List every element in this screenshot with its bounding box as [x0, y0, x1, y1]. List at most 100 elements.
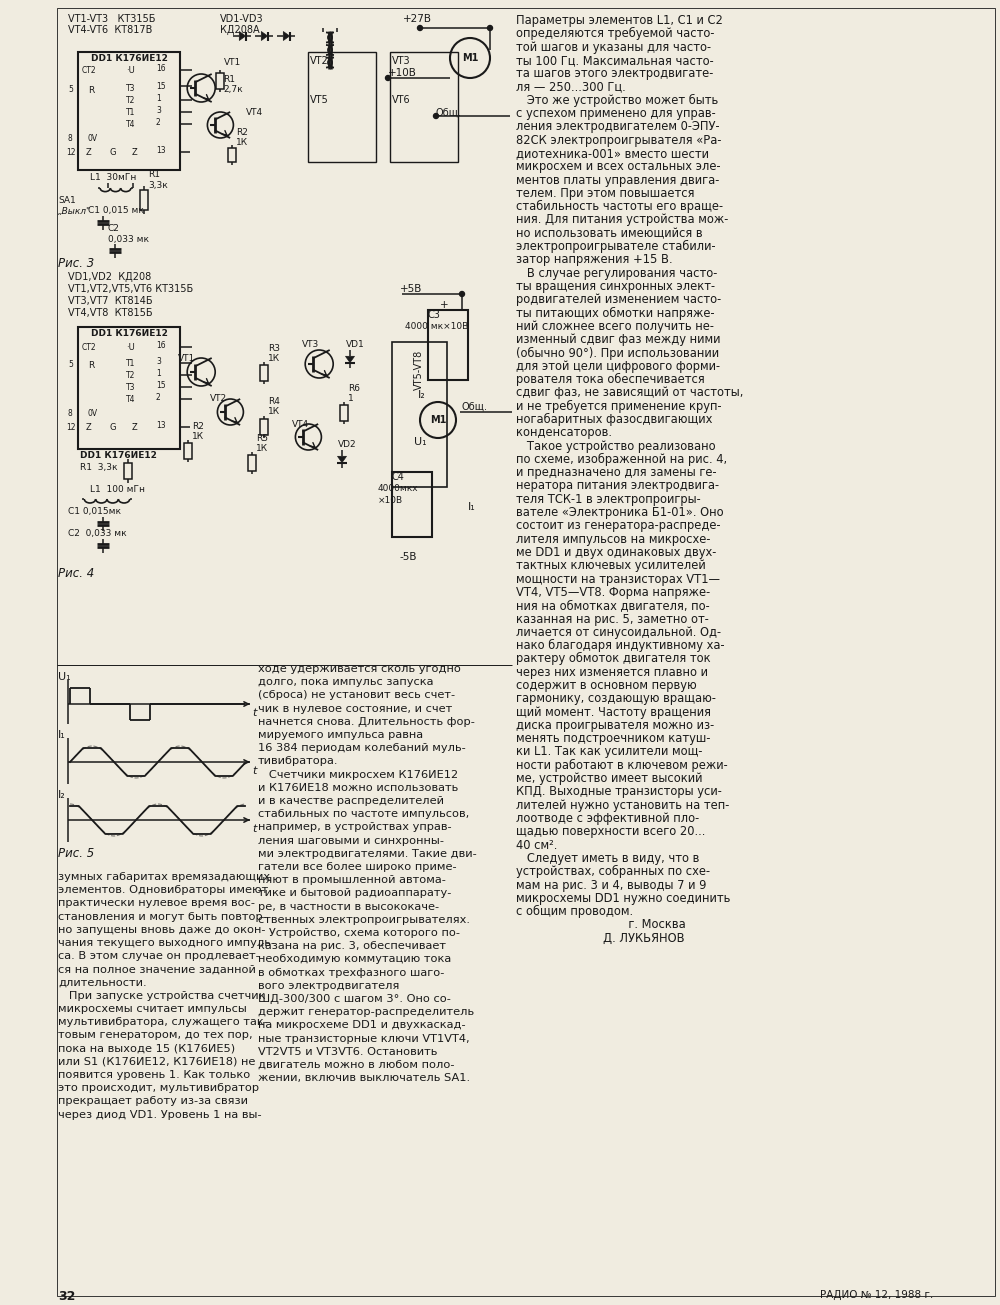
Text: DD1 К176ИЕ12: DD1 К176ИЕ12: [91, 329, 167, 338]
Polygon shape: [338, 457, 347, 462]
Text: 3: 3: [156, 106, 161, 115]
Text: VT5-VT8: VT5-VT8: [414, 350, 424, 390]
Text: ния на обмотках двигателя, по-: ния на обмотках двигателя, по-: [516, 599, 710, 612]
Text: вателе «Электроника Б1-01». Оно: вателе «Электроника Б1-01». Оно: [516, 506, 724, 519]
Text: C2: C2: [108, 224, 120, 234]
Text: M1: M1: [430, 415, 446, 425]
Text: VT4: VT4: [292, 420, 309, 429]
Text: VT4: VT4: [246, 108, 263, 117]
Text: 15: 15: [156, 82, 166, 91]
Text: 3,3к: 3,3к: [148, 181, 168, 191]
Text: VD2: VD2: [338, 440, 357, 449]
Text: t: t: [252, 709, 256, 718]
Text: тивибратора.: тивибратора.: [258, 757, 338, 766]
Text: VT1: VT1: [178, 354, 195, 363]
Text: через диод VD1. Уровень 1 на вы-: через диод VD1. Уровень 1 на вы-: [58, 1109, 262, 1120]
Text: менять подстроечником катуш-: менять подстроечником катуш-: [516, 732, 710, 745]
Text: 1К: 1К: [256, 444, 268, 453]
Text: Следует иметь в виду, что в: Следует иметь в виду, что в: [516, 852, 699, 865]
Text: VT3: VT3: [302, 341, 319, 348]
Text: ления электродвигателем 0-ЭПУ-: ления электродвигателем 0-ЭПУ-: [516, 120, 720, 133]
Text: ногабаритных фазосдвигающих: ногабаритных фазосдвигающих: [516, 412, 712, 427]
Text: t: t: [252, 766, 256, 776]
Text: ме DD1 и двух одинаковых двух-: ме DD1 и двух одинаковых двух-: [516, 545, 716, 559]
Text: +5В: +5В: [400, 284, 422, 294]
Text: но запущены вновь даже до окон-: но запущены вновь даже до окон-: [58, 925, 266, 934]
Text: 1К: 1К: [192, 432, 204, 441]
Text: ственных электропроигрывателях.: ственных электропроигрывателях.: [258, 915, 470, 925]
Text: та шагов этого электродвигате-: та шагов этого электродвигате-: [516, 67, 713, 80]
Text: C1 0,015 мк: C1 0,015 мк: [88, 206, 144, 215]
Text: C4: C4: [392, 472, 405, 482]
Text: 2: 2: [156, 393, 161, 402]
Text: I₁: I₁: [468, 502, 476, 512]
Text: ты вращения синхронных элект-: ты вращения синхронных элект-: [516, 281, 715, 294]
Text: мам на рис. 3 и 4, выводы 7 и 9: мам на рис. 3 и 4, выводы 7 и 9: [516, 878, 706, 891]
Text: R: R: [88, 86, 94, 95]
Text: г. Москва: г. Москва: [516, 919, 686, 932]
Text: Д. ЛУКЬЯНОВ: Д. ЛУКЬЯНОВ: [516, 932, 685, 945]
Text: 0V: 0V: [88, 408, 98, 418]
Text: изменный сдвиг фаз между ними: изменный сдвиг фаз между ними: [516, 333, 720, 346]
Text: ты 100 Гц. Максимальная часто-: ты 100 Гц. Максимальная часто-: [516, 54, 714, 67]
Text: лоотводе с эффективной пло-: лоотводе с эффективной пло-: [516, 812, 699, 825]
Text: L1  30мГн: L1 30мГн: [90, 174, 136, 181]
Text: Рис. 4: Рис. 4: [58, 566, 94, 579]
Text: VD1-VD3: VD1-VD3: [220, 14, 264, 23]
Text: тике и бытовой радиоаппарату-: тике и бытовой радиоаппарату-: [258, 889, 451, 898]
Text: ний сложнее всего получить не-: ний сложнее всего получить не-: [516, 320, 714, 333]
Text: по схеме, изображенной на рис. 4,: по схеме, изображенной на рис. 4,: [516, 453, 727, 466]
Text: Z̄: Z̄: [132, 147, 138, 157]
Text: лителя импульсов на микросхе-: лителя импульсов на микросхе-: [516, 532, 710, 545]
Text: ЦИФРОВАЯ: ЦИФРОВАЯ: [15, 60, 43, 244]
Text: рактеру обмоток двигателя ток: рактеру обмоток двигателя ток: [516, 652, 711, 666]
Text: той шагов и указаны для часто-: той шагов и указаны для часто-: [516, 40, 711, 54]
Text: U₁: U₁: [58, 672, 71, 683]
Text: +: +: [440, 300, 449, 311]
Text: ся на полное значение заданной: ся на полное значение заданной: [58, 964, 256, 975]
Text: микросхемы считает импульсы: микросхемы считает импульсы: [58, 1004, 247, 1014]
Text: Z: Z: [86, 147, 92, 157]
Text: VT1,VT2,VT5,VT6 КТ315Б: VT1,VT2,VT5,VT6 КТ315Б: [68, 284, 193, 294]
Text: R: R: [88, 361, 94, 371]
Text: 1К: 1К: [268, 407, 280, 416]
Bar: [392, 472, 432, 536]
Text: гатели все более широко приме-: гатели все более широко приме-: [258, 863, 457, 872]
Text: практически нулевое время вос-: практически нулевое время вос-: [58, 898, 255, 908]
Text: мощности на транзисторах VT1—: мощности на транзисторах VT1—: [516, 573, 720, 586]
Text: I₁: I₁: [58, 729, 66, 740]
Text: R5: R5: [256, 435, 268, 442]
Bar: [124, 462, 132, 479]
Text: РАДИО № 12, 1988 г.: РАДИО № 12, 1988 г.: [820, 1291, 933, 1300]
Text: конденсаторов.: конденсаторов.: [516, 427, 612, 440]
Text: устройствах, собранных по схе-: устройствах, собранных по схе-: [516, 865, 710, 878]
Text: например, в устройствах управ-: например, в устройствах управ-: [258, 822, 452, 833]
Text: VT2: VT2: [210, 394, 227, 403]
Text: 32: 32: [58, 1291, 75, 1302]
Text: диотехника-001» вместо шести: диотехника-001» вместо шести: [516, 147, 709, 161]
Text: T4: T4: [126, 395, 136, 405]
Text: +10В: +10В: [388, 68, 417, 78]
Text: 1: 1: [156, 369, 161, 378]
Text: DD1 К176ИЕ12: DD1 К176ИЕ12: [80, 452, 157, 459]
Text: VT4,VT8  КТ815Б: VT4,VT8 КТ815Б: [68, 308, 153, 318]
Text: VT3,VT7  КТ814Б: VT3,VT7 КТ814Б: [68, 296, 153, 305]
Text: долго, пока импульс запуска: долго, пока импульс запуска: [258, 677, 434, 688]
Text: t: t: [252, 823, 256, 834]
Text: ме, устройство имеет высокий: ме, устройство имеет высокий: [516, 773, 702, 786]
Text: са. В этом случае он продлевает-: са. В этом случае он продлевает-: [58, 951, 260, 962]
Text: теля ТСК-1 в электропроигры-: теля ТСК-1 в электропроигры-: [516, 493, 701, 506]
Text: и в качестве распределителей: и в качестве распределителей: [258, 796, 444, 806]
Text: C2  0,033 мк: C2 0,033 мк: [68, 529, 127, 538]
Text: 8: 8: [68, 408, 73, 418]
Text: T3: T3: [126, 84, 136, 93]
Text: щадью поверхности всего 20...: щадью поверхности всего 20...: [516, 825, 705, 838]
Text: ·U: ·U: [126, 343, 135, 352]
Text: 1К: 1К: [268, 354, 280, 363]
Text: вого электродвигателя: вого электродвигателя: [258, 981, 399, 990]
Text: гармонику, создающую вращаю-: гармонику, создающую вращаю-: [516, 692, 716, 705]
Text: ности работают в ключевом режи-: ности работают в ключевом режи-: [516, 758, 728, 771]
Bar: [248, 455, 256, 471]
Circle shape: [418, 26, 422, 30]
Text: двигатель можно в любом поло-: двигатель можно в любом поло-: [258, 1060, 454, 1070]
